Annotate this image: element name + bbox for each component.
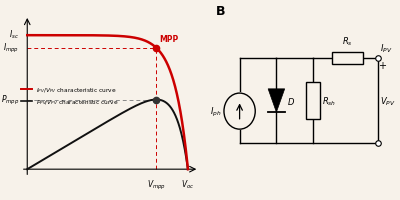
Polygon shape xyxy=(268,89,285,113)
Text: $V_{oc}$: $V_{oc}$ xyxy=(181,178,195,190)
Bar xyxy=(223,93,256,131)
Text: $V_{PV}$: $V_{PV}$ xyxy=(380,95,396,107)
Text: $I_{mpp}$: $I_{mpp}$ xyxy=(3,42,19,55)
Text: MPP: MPP xyxy=(160,35,179,44)
Text: $P_{mpp}$: $P_{mpp}$ xyxy=(1,93,19,107)
Legend: $I_{PV}$/$V_{PV}$ characteristic curve, $P_{PV}$/$V_{PV}$ characteristic curve: $I_{PV}$/$V_{PV}$ characteristic curve, … xyxy=(19,83,121,109)
Bar xyxy=(332,52,363,65)
Text: $R_s$: $R_s$ xyxy=(342,36,353,48)
Text: $I_{sc}$: $I_{sc}$ xyxy=(9,28,19,41)
Text: +: + xyxy=(378,61,386,71)
Text: B: B xyxy=(216,4,225,17)
Text: $D$: $D$ xyxy=(286,96,294,106)
Text: $I_{PV}$: $I_{PV}$ xyxy=(380,42,393,55)
Text: $V_{mpp}$: $V_{mpp}$ xyxy=(147,178,166,191)
Text: $I_{ph}$: $I_{ph}$ xyxy=(210,105,221,118)
Text: $R_{sh}$: $R_{sh}$ xyxy=(322,95,336,107)
Bar xyxy=(306,83,320,119)
